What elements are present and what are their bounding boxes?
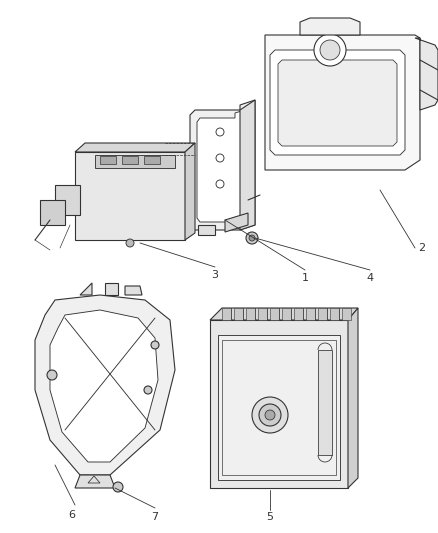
Text: 1: 1: [301, 273, 308, 283]
Circle shape: [113, 482, 123, 492]
Polygon shape: [265, 35, 420, 170]
Polygon shape: [330, 308, 339, 320]
Polygon shape: [415, 38, 438, 110]
Polygon shape: [190, 100, 255, 230]
Circle shape: [216, 128, 224, 136]
Polygon shape: [294, 308, 303, 320]
Bar: [122, 156, 138, 164]
Polygon shape: [95, 155, 175, 168]
Polygon shape: [300, 18, 360, 35]
Polygon shape: [348, 308, 358, 488]
Text: 7: 7: [152, 512, 159, 522]
Polygon shape: [198, 225, 215, 235]
Text: 4: 4: [367, 273, 374, 283]
Polygon shape: [210, 320, 348, 488]
Text: 3: 3: [212, 270, 219, 280]
Text: 2: 2: [418, 243, 425, 253]
Polygon shape: [105, 283, 118, 295]
Polygon shape: [75, 475, 115, 488]
Polygon shape: [278, 60, 397, 146]
Polygon shape: [282, 308, 291, 320]
Circle shape: [249, 235, 255, 241]
Polygon shape: [234, 308, 243, 320]
Polygon shape: [218, 335, 340, 480]
Polygon shape: [270, 50, 405, 155]
Polygon shape: [125, 286, 142, 295]
Polygon shape: [75, 143, 195, 152]
Polygon shape: [50, 310, 158, 462]
Text: 6: 6: [68, 510, 75, 520]
Polygon shape: [197, 109, 248, 222]
Polygon shape: [306, 308, 315, 320]
Circle shape: [320, 40, 340, 60]
Polygon shape: [318, 308, 327, 320]
Bar: [100, 156, 116, 164]
Circle shape: [144, 386, 152, 394]
Polygon shape: [185, 143, 195, 240]
Polygon shape: [225, 213, 248, 232]
Text: 5: 5: [266, 512, 273, 522]
Polygon shape: [35, 295, 175, 475]
Polygon shape: [342, 308, 351, 320]
Polygon shape: [270, 308, 279, 320]
Circle shape: [47, 370, 57, 380]
Polygon shape: [222, 308, 231, 320]
Polygon shape: [246, 308, 255, 320]
Polygon shape: [240, 100, 255, 230]
Circle shape: [216, 180, 224, 188]
Polygon shape: [258, 308, 267, 320]
Polygon shape: [40, 200, 65, 225]
Polygon shape: [318, 350, 332, 455]
Bar: [144, 156, 160, 164]
Polygon shape: [55, 185, 80, 215]
Circle shape: [265, 410, 275, 420]
Polygon shape: [75, 152, 185, 240]
Polygon shape: [210, 308, 358, 320]
Circle shape: [259, 404, 281, 426]
Circle shape: [252, 397, 288, 433]
Polygon shape: [80, 283, 92, 295]
Circle shape: [151, 341, 159, 349]
Circle shape: [246, 232, 258, 244]
Circle shape: [126, 239, 134, 247]
Circle shape: [314, 34, 346, 66]
Circle shape: [216, 154, 224, 162]
